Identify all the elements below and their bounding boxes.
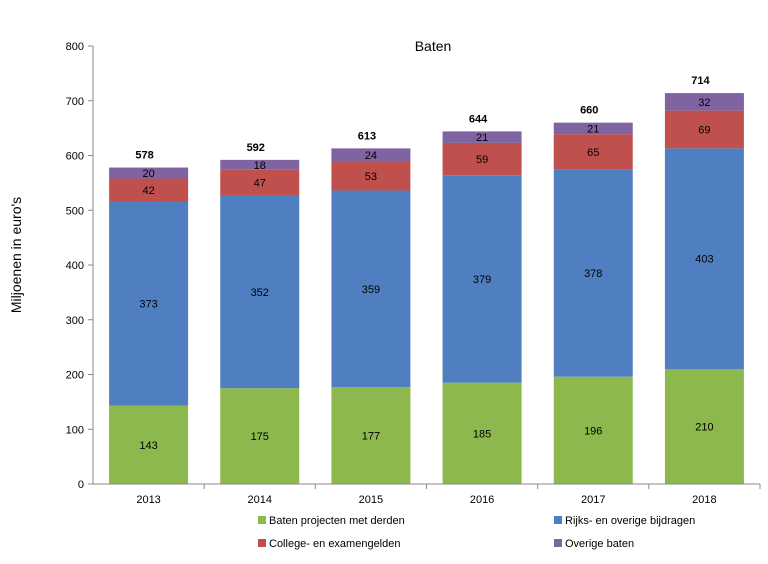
- legend-label: College- en examengelden: [269, 538, 400, 550]
- bar-value-label: 378: [584, 268, 602, 280]
- bar-segment: [553, 134, 633, 170]
- bar-value-label: 403: [695, 254, 713, 266]
- bar-segment: [664, 369, 744, 484]
- bar-value-label: 196: [584, 425, 602, 437]
- x-tick-label: 2015: [359, 494, 383, 506]
- bar-segment: [109, 167, 189, 179]
- bar-total-label: 592: [247, 142, 265, 154]
- bar-segment: [664, 93, 744, 111]
- x-tick-label: 2017: [581, 494, 605, 506]
- y-tick-label: 800: [66, 41, 84, 53]
- bar-segment: [109, 405, 189, 484]
- y-tick-label: 700: [66, 96, 84, 108]
- bar-segment: [331, 387, 411, 484]
- bar-value-label: 359: [362, 284, 380, 296]
- x-tick-label: 2018: [692, 494, 716, 506]
- bar-total-label: 660: [580, 105, 598, 117]
- y-axis: 0 100 200 300 400 500 600 700 800: [66, 41, 94, 491]
- legend-label: Overige baten: [565, 538, 634, 550]
- bar-total-label: 644: [469, 113, 488, 125]
- bar-segment: [220, 195, 300, 389]
- bar-segment: [331, 190, 411, 388]
- bar-segment: [220, 159, 300, 170]
- x-tick-label: 2016: [470, 494, 494, 506]
- legend-swatch: [258, 539, 266, 547]
- bar-value-label: 373: [139, 299, 157, 311]
- y-tick-label: 600: [66, 151, 84, 163]
- bar-segment: [553, 376, 633, 484]
- bar-value-label: 210: [695, 422, 713, 434]
- bar-segment: [109, 178, 189, 202]
- bar-total-label: 613: [358, 130, 376, 142]
- bar-value-label: 47: [254, 178, 266, 190]
- bar-segment: [220, 388, 300, 484]
- legend-swatch: [258, 516, 266, 524]
- bar-segment: [664, 148, 744, 370]
- chart-title: Baten: [415, 38, 452, 54]
- y-tick-label: 400: [66, 260, 84, 272]
- bar-value-label: 21: [476, 132, 488, 144]
- y-tick-label: 500: [66, 205, 84, 217]
- bar-value-label: 24: [365, 150, 377, 162]
- y-axis-label: Miljoenen in euro's: [8, 197, 24, 313]
- bar-segment: [220, 169, 300, 196]
- bar-value-label: 42: [142, 185, 154, 197]
- bar-segment: [442, 131, 522, 143]
- bar-value-label: 352: [251, 287, 269, 299]
- legend-label: Baten projecten met derden: [269, 515, 405, 527]
- y-tick-label: 300: [66, 315, 84, 327]
- bar-value-label: 185: [473, 428, 491, 440]
- bar-value-label: 69: [698, 124, 710, 136]
- bar-value-label: 20: [142, 168, 154, 180]
- bar-segment: [442, 175, 522, 383]
- bar-value-label: 32: [698, 97, 710, 109]
- bar-value-label: 177: [362, 431, 380, 443]
- bar-value-label: 53: [365, 171, 377, 183]
- legend: Baten projecten met derden Rijks- en over…: [258, 515, 695, 550]
- x-tick-label: 2013: [136, 494, 160, 506]
- bar-value-label: 21: [587, 123, 599, 135]
- x-axis: 2013 2014 2015 2016 2017 2018: [93, 483, 761, 506]
- bar-value-label: 175: [251, 431, 269, 443]
- bar-value-label: 18: [254, 160, 266, 172]
- bar-segment: [442, 142, 522, 176]
- legend-swatch: [554, 539, 562, 547]
- bar-segment: [664, 110, 744, 149]
- y-tick-label: 0: [78, 479, 84, 491]
- legend-label: Rijks- en overige bijdragen: [565, 515, 695, 527]
- bars: 143 373 42 20 578 175 352 47 18 592 177 359 53 24 613 1…: [109, 75, 744, 484]
- bar-segment: [109, 201, 189, 406]
- bar-value-label: 143: [139, 440, 157, 452]
- bar-segment: [442, 382, 522, 484]
- y-tick-label: 100: [66, 424, 84, 436]
- bar-total-label: 578: [135, 150, 153, 162]
- bar-segment: [553, 122, 633, 135]
- bar-total-label: 714: [691, 75, 710, 87]
- legend-swatch: [554, 516, 562, 524]
- bar-value-label: 379: [473, 274, 491, 286]
- bar-segment: [331, 148, 411, 162]
- y-tick-label: 200: [66, 370, 84, 382]
- bar-segment: [331, 161, 411, 191]
- bar-value-label: 59: [476, 154, 488, 166]
- bar-segment: [553, 169, 633, 377]
- bar-value-label: 65: [587, 147, 599, 159]
- x-tick-label: 2014: [248, 494, 272, 506]
